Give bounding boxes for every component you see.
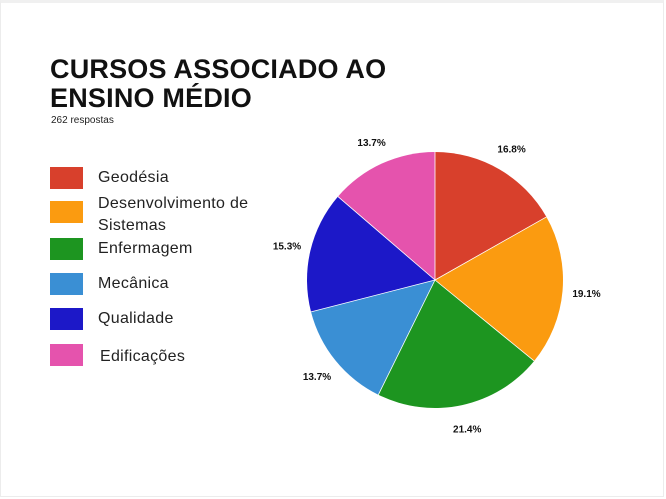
chart-title-line-2: ENSINO MÉDIO (50, 83, 252, 113)
legend-swatch (50, 344, 83, 366)
legend-swatch (50, 238, 83, 260)
legend-swatch (50, 201, 83, 223)
legend-label: Geodésia (98, 167, 169, 189)
pie-data-label: 13.7% (303, 372, 331, 383)
pie-slice (435, 216, 564, 361)
pie-slice-separator (337, 196, 436, 281)
pie-slice (307, 196, 435, 312)
pie-data-label: 16.8% (497, 145, 525, 156)
legend-label-line: Geodésia (98, 169, 169, 186)
legend-swatch (50, 167, 83, 189)
chart-subtitle: 262 respostas (51, 115, 114, 126)
pie-slice (378, 280, 535, 409)
legend-label-line: Enfermagem (98, 240, 193, 257)
chart-title-line-1: CURSOS ASSOCIADO AO (50, 54, 387, 84)
legend-label-line: Sistemas (98, 217, 167, 234)
legend-label: Qualidade (98, 308, 174, 330)
legend-label: Edificações (100, 346, 185, 368)
legend-label-line: Mecânica (98, 275, 169, 292)
pie-data-label: 19.1% (572, 289, 600, 300)
pie-data-label: 21.4% (453, 425, 481, 436)
pie-slice (337, 152, 435, 280)
pie-data-label: 15.3% (273, 241, 301, 252)
legend-label: Desenvolvimento de Sistemas (98, 193, 248, 237)
pie-slice-separator (434, 216, 547, 281)
legend-swatch (50, 273, 83, 295)
pie-slice (435, 152, 547, 280)
legend-label-line: Desenvolvimento de (98, 195, 249, 212)
legend-label: Mecânica (98, 273, 169, 295)
legend-label-line: Qualidade (98, 310, 174, 327)
chart-title: CURSOS ASSOCIADO AO ENSINO MÉDIO (50, 55, 386, 113)
pie-slice-separator (377, 279, 436, 395)
legend-swatch (50, 308, 83, 330)
legend-label: Enfermagem (98, 238, 193, 260)
pie-slice-separator (310, 279, 436, 313)
pie-slice-separator (434, 279, 535, 362)
pie-slice (311, 280, 435, 395)
pie-data-label: 13.7% (357, 138, 385, 149)
legend-label-line: Edificações (100, 348, 186, 365)
